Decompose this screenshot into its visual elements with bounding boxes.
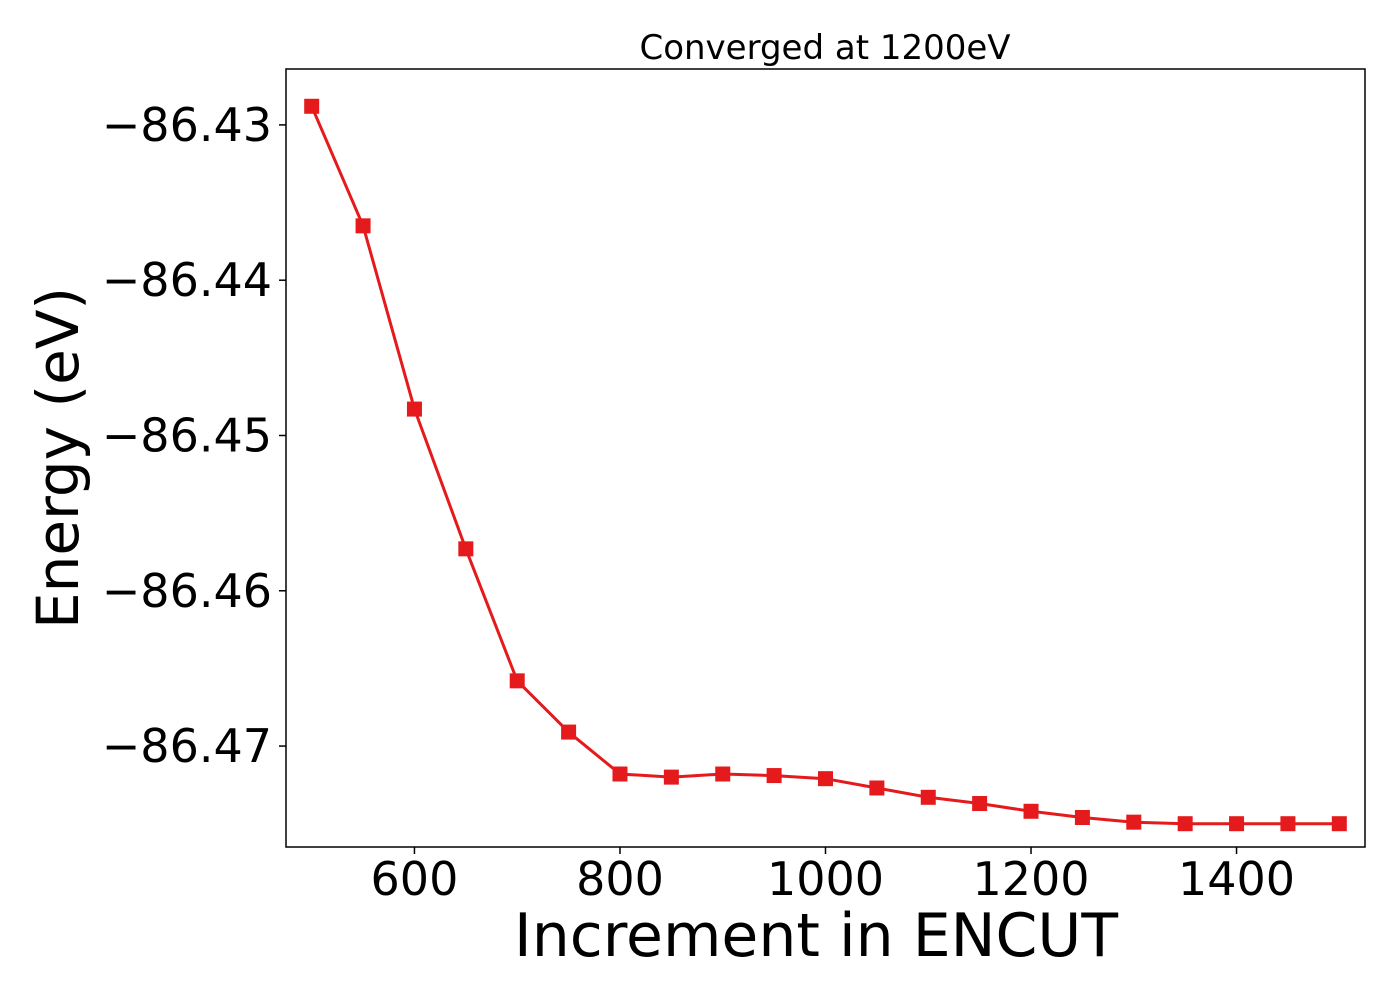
data-point (1177, 816, 1193, 832)
x-tick-label: 600 (371, 852, 459, 906)
y-tick-label: −86.46 (102, 564, 272, 618)
data-point (406, 401, 422, 417)
y-tick-label: −86.44 (102, 253, 272, 307)
data-point (1074, 809, 1090, 825)
x-tick-label: 1200 (972, 852, 1089, 906)
data-point (715, 766, 731, 782)
data-point (304, 98, 320, 114)
data-point (1331, 816, 1347, 832)
data-point (972, 796, 988, 812)
data-point (1229, 816, 1245, 832)
x-axis: 600 800 1000 1200 1400 (371, 847, 1295, 906)
data-point (1280, 816, 1296, 832)
y-tick-label: −86.47 (102, 719, 272, 773)
x-tick-label: 1000 (767, 852, 884, 906)
data-point (355, 218, 371, 234)
data-point (663, 769, 679, 785)
data-point (458, 541, 474, 557)
y-axis-label: Energy (eV) (24, 287, 92, 629)
y-tick-label: −86.45 (102, 408, 272, 462)
data-point (509, 673, 525, 689)
data-point (766, 768, 782, 784)
data-point (818, 771, 833, 787)
data-point (1023, 803, 1039, 819)
y-axis: −86.43 −86.44 −86.45 −86.46 −86.47 (102, 98, 286, 773)
series-line (310, 105, 1340, 826)
data-point (612, 766, 628, 782)
plot-area (285, 68, 1366, 848)
x-tick-label: 1400 (1178, 852, 1295, 906)
data-point (561, 724, 577, 740)
y-tick-label: −86.43 (102, 98, 272, 152)
x-tick-label: 800 (576, 852, 664, 906)
chart-title: Converged at 1200eV (639, 28, 1010, 68)
data-point (869, 780, 885, 796)
series-layer (304, 98, 1347, 832)
x-axis-label: Increment in ENCUT (514, 901, 1118, 971)
data-point (1126, 814, 1142, 830)
data-point (920, 789, 936, 805)
